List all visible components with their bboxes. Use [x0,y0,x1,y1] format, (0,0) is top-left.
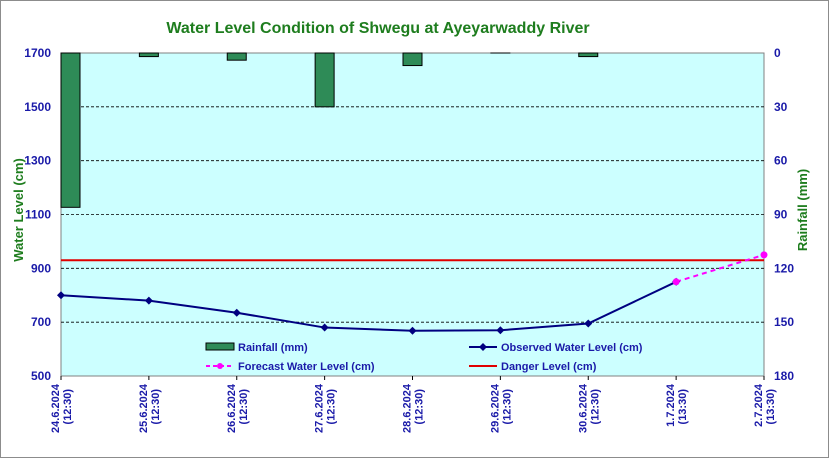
y2-tick-label: 30 [774,100,788,114]
rainfall-bar [139,53,158,57]
y-tick-label: 1700 [24,46,51,60]
chart-title: Water Level Condition of Shwegu at Ayeya… [166,20,589,37]
x-tick-time: (13:30) [765,389,777,425]
x-tick-label: 25.6.2024(12:30) [138,383,162,433]
y2-tick-label: 90 [774,208,788,222]
x-tick-date: 2.7.2024 [753,383,765,427]
legend-marker-forecast [217,363,223,369]
rainfall-bar [315,53,334,107]
x-axis-ticks: 24.6.2024(12:30)25.6.2024(12:30)26.6.202… [50,376,777,433]
legend-label: Danger Level (cm) [501,361,597,373]
y-tick-label: 500 [31,369,51,383]
x-tick-date: 25.6.2024 [138,383,150,433]
legend-label: Rainfall (mm) [238,342,308,354]
y-tick-label: 1300 [24,154,51,168]
x-tick-label: 2.7.2024(13:30) [753,383,777,427]
legend-swatch-rainfall [206,343,234,350]
y2-axis-title: Rainfall (mm) [795,169,810,251]
rainfall-bar [61,53,80,207]
x-tick-time: (12:30) [589,389,601,425]
y2-tick-label: 60 [774,154,788,168]
x-tick-label: 30.6.2024(12:30) [577,383,601,433]
x-tick-label: 26.6.2024(12:30) [226,383,250,433]
x-tick-date: 26.6.2024 [226,383,238,433]
rainfall-bar [579,53,598,57]
legend-label: Observed Water Level (cm) [501,342,643,354]
y2-tick-label: 120 [774,261,794,275]
y-axis-title: Water Level (cm) [11,158,26,262]
y-tick-label: 1500 [24,100,51,114]
x-tick-label: 24.6.2024(12:30) [50,383,74,433]
left-axis-ticks: 1700 1500 1300 1100 900 700 500 [24,46,51,383]
y-tick-label: 900 [31,261,51,275]
right-axis-ticks: 0 30 60 90 120 150 180 [774,46,794,383]
y-tick-label: 1100 [25,208,51,222]
x-tick-date: 27.6.2024 [314,383,326,433]
x-tick-date: 30.6.2024 [577,383,589,433]
x-tick-time: (12:30) [238,389,250,425]
x-tick-time: (12:30) [501,389,513,425]
x-tick-label: 29.6.2024(12:30) [489,383,513,433]
x-tick-time: (12:30) [150,389,162,425]
x-tick-time: (12:30) [62,389,74,425]
x-tick-time: (12:30) [326,389,338,425]
y2-tick-label: 0 [774,46,781,60]
x-tick-label: 1.7.2024(13:30) [665,383,689,427]
x-tick-label: 27.6.2024(12:30) [314,383,338,433]
legend-label: Forecast Water Level (cm) [238,361,375,373]
forecast-level-point [673,278,680,285]
x-tick-date: 28.6.2024 [402,383,414,433]
x-tick-date: 29.6.2024 [489,383,501,433]
x-tick-time: (12:30) [414,389,426,425]
forecast-level-point [761,251,768,258]
x-tick-date: 24.6.2024 [50,383,62,433]
x-tick-date: 1.7.2024 [665,383,677,427]
rainfall-bar [403,53,422,66]
x-tick-label: 28.6.2024(12:30) [402,383,426,433]
y-tick-label: 700 [31,315,51,329]
x-tick-time: (13:30) [677,389,689,425]
y2-tick-label: 180 [774,369,794,383]
y2-tick-label: 150 [774,315,794,329]
rainfall-bar [227,53,246,60]
